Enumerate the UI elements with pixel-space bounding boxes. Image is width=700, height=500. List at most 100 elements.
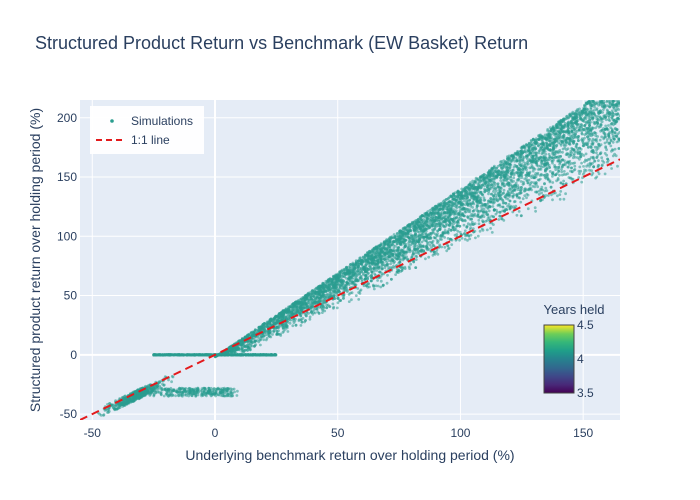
simulation-point	[206, 391, 209, 395]
simulation-point	[385, 281, 389, 285]
simulation-point	[263, 353, 266, 357]
simulation-point	[241, 353, 245, 357]
simulation-point	[474, 236, 477, 240]
simulation-point	[171, 389, 175, 393]
chart-title: Structured Product Return vs Benchmark (…	[35, 33, 529, 53]
simulation-point	[544, 186, 548, 190]
simulation-point	[125, 402, 129, 406]
simulation-point	[562, 197, 566, 201]
simulation-point	[403, 267, 407, 270]
simulation-point	[350, 298, 353, 302]
simulation-point	[152, 394, 156, 398]
simulation-point	[591, 171, 595, 175]
simulation-point	[577, 176, 581, 179]
simulation-point	[497, 218, 501, 221]
simulation-point	[554, 168, 558, 172]
simulation-point	[525, 196, 528, 200]
simulation-point	[542, 165, 546, 169]
simulation-point	[145, 389, 149, 392]
simulation-point	[180, 353, 184, 357]
simulation-point	[533, 206, 537, 210]
simulation-point	[158, 353, 162, 356]
simulation-point	[321, 311, 324, 314]
simulation-point	[236, 389, 239, 393]
simulation-point	[573, 155, 577, 159]
simulation-point	[560, 173, 564, 177]
simulation-point	[163, 387, 167, 391]
simulation-point	[157, 390, 161, 394]
simulation-point	[409, 262, 413, 266]
simulation-point	[601, 159, 604, 163]
simulation-point	[156, 387, 160, 391]
simulation-point	[142, 390, 146, 394]
simulation-point	[186, 390, 190, 393]
simulation-point	[228, 392, 231, 396]
simulation-point	[389, 266, 393, 269]
simulation-point	[163, 375, 167, 378]
simulation-point	[195, 388, 198, 391]
simulation-point	[492, 190, 495, 193]
simulation-point	[510, 178, 513, 182]
simulation-point	[580, 161, 583, 165]
simulation-point	[588, 168, 591, 172]
simulation-point	[459, 233, 463, 236]
simulation-point	[414, 258, 418, 261]
simulation-point	[338, 284, 342, 288]
simulation-point	[563, 121, 567, 125]
simulation-point	[584, 152, 588, 156]
simulation-point	[524, 150, 528, 154]
simulation-point	[591, 143, 595, 146]
simulation-point	[430, 246, 433, 249]
simulation-point	[231, 391, 235, 395]
simulation-point	[151, 390, 155, 394]
simulation-point	[485, 210, 488, 214]
simulation-point	[544, 194, 548, 197]
simulation-point	[205, 353, 209, 357]
simulation-point	[528, 166, 532, 170]
simulation-point	[203, 391, 207, 395]
simulation-point	[587, 116, 591, 120]
simulation-point	[600, 156, 604, 160]
simulation-point	[178, 386, 182, 390]
simulation-point	[578, 172, 581, 176]
simulation-point	[211, 387, 215, 391]
simulation-point	[553, 191, 557, 195]
simulation-point	[521, 197, 525, 201]
simulation-point	[607, 124, 610, 127]
simulation-point	[272, 330, 276, 334]
simulation-point	[271, 333, 274, 336]
simulation-point	[460, 236, 464, 240]
simulation-point	[152, 353, 156, 357]
simulation-point	[573, 152, 576, 156]
simulation-point	[583, 133, 587, 137]
simulation-point	[403, 256, 407, 260]
simulation-point	[469, 233, 473, 237]
simulation-point	[567, 155, 571, 159]
simulation-point	[485, 228, 489, 232]
simulation-point	[178, 390, 182, 394]
simulation-point	[211, 392, 215, 396]
simulation-point	[176, 353, 180, 356]
simulation-point	[479, 191, 482, 195]
simulation-point	[577, 123, 581, 126]
simulation-point	[480, 207, 484, 211]
simulation-point	[428, 222, 432, 226]
simulation-point	[197, 390, 201, 394]
simulation-point	[198, 353, 202, 357]
simulation-point	[266, 353, 270, 357]
simulation-point	[181, 394, 184, 398]
simulation-point	[603, 132, 607, 136]
simulation-point	[379, 279, 383, 283]
simulation-point	[203, 386, 207, 390]
simulation-point	[573, 150, 577, 154]
simulation-point	[368, 264, 372, 268]
simulation-point	[430, 241, 434, 245]
simulation-point	[527, 178, 531, 182]
simulation-point	[307, 311, 310, 315]
simulation-point	[593, 159, 597, 163]
simulation-point	[191, 387, 195, 391]
simulation-point	[136, 394, 140, 398]
simulation-point	[341, 297, 345, 300]
simulation-point	[530, 139, 533, 143]
